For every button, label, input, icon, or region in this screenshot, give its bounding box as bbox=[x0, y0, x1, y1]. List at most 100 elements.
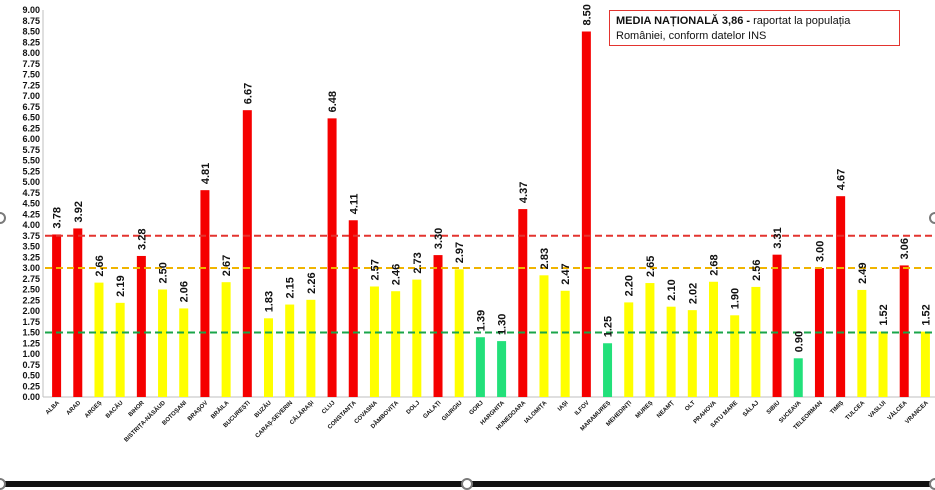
bar bbox=[115, 302, 125, 397]
resize-handle-bottom-right[interactable] bbox=[929, 478, 935, 490]
value-label: 4.37 bbox=[518, 182, 530, 203]
value-label: 0.90 bbox=[793, 331, 805, 352]
value-labels: 3.78 3.92 2.66 2.19 3.28 2.50 2.06 4.81 2.67 6.67… bbox=[52, 4, 933, 352]
bar bbox=[391, 291, 401, 397]
x-tick-label: BRAȘOV bbox=[187, 400, 209, 422]
note-text: raportat la populația României, conform … bbox=[616, 15, 851, 42]
value-label: 1.90 bbox=[730, 288, 742, 309]
y-tick-label: 0.50 bbox=[22, 371, 40, 381]
value-label: 3.06 bbox=[899, 238, 911, 259]
y-tick-label: 4.25 bbox=[22, 209, 40, 219]
bar bbox=[687, 310, 697, 397]
y-tick-label: 4.50 bbox=[22, 199, 40, 209]
x-tick-label: BUZĂU bbox=[253, 399, 273, 419]
x-tick-label: VASLUI bbox=[868, 400, 888, 420]
x-tick-label: IALOMIȚA bbox=[524, 400, 549, 425]
bar bbox=[560, 290, 570, 397]
bar bbox=[454, 269, 464, 397]
value-label: 3.00 bbox=[814, 241, 826, 262]
bar bbox=[242, 110, 252, 397]
resize-handle-right[interactable] bbox=[929, 212, 935, 224]
y-tick-label: 8.00 bbox=[22, 48, 40, 58]
bar bbox=[369, 286, 379, 397]
value-label: 2.06 bbox=[179, 281, 191, 302]
value-label: 2.66 bbox=[94, 255, 106, 276]
bar bbox=[581, 31, 591, 397]
y-tick-label: 3.75 bbox=[22, 231, 40, 241]
x-tick-label: OLT bbox=[684, 400, 697, 413]
bar bbox=[179, 308, 189, 397]
y-tick-label: 2.75 bbox=[22, 274, 40, 284]
bar bbox=[327, 118, 337, 398]
y-axis: 0.000.250.500.751.001.251.501.752.002.25… bbox=[22, 5, 935, 402]
bar bbox=[73, 228, 83, 397]
bar bbox=[603, 343, 613, 397]
x-tick-label: NEAMȚ bbox=[656, 400, 676, 420]
bar bbox=[539, 275, 549, 397]
x-tick-label: GIURGIU bbox=[441, 400, 463, 422]
y-tick-label: 7.50 bbox=[22, 70, 40, 80]
bar bbox=[94, 282, 104, 397]
y-tick-label: 0.75 bbox=[22, 360, 40, 370]
y-tick-label: 7.25 bbox=[22, 80, 40, 90]
bar bbox=[772, 254, 782, 397]
value-label: 2.47 bbox=[560, 263, 572, 284]
bar bbox=[285, 304, 295, 397]
x-tick-label: BIHOR bbox=[128, 400, 146, 418]
y-tick-label: 6.50 bbox=[22, 113, 40, 123]
value-label: 2.56 bbox=[751, 259, 763, 280]
value-label: 8.50 bbox=[581, 4, 593, 25]
bar bbox=[751, 286, 761, 397]
bar bbox=[709, 281, 718, 397]
value-label: 3.78 bbox=[52, 207, 64, 228]
bar bbox=[200, 190, 210, 397]
x-tick-label: TIMIȘ bbox=[830, 400, 846, 416]
value-label: 3.30 bbox=[433, 228, 445, 249]
value-label: 2.68 bbox=[709, 254, 721, 275]
x-tick-label: CLUJ bbox=[321, 400, 336, 415]
bar bbox=[306, 299, 316, 397]
value-label: 4.11 bbox=[348, 193, 360, 214]
y-tick-label: 5.50 bbox=[22, 156, 40, 166]
bar bbox=[920, 331, 930, 397]
y-tick-label: 8.50 bbox=[22, 27, 40, 37]
value-label: 1.30 bbox=[497, 314, 509, 335]
x-tick-label: BISTRIȚA-NĂSĂUD bbox=[123, 399, 168, 444]
bar bbox=[221, 282, 231, 397]
y-tick-label: 6.00 bbox=[22, 134, 40, 144]
resize-handle-bottom-center[interactable] bbox=[461, 478, 473, 490]
y-tick-label: 1.75 bbox=[22, 317, 40, 327]
bar bbox=[793, 358, 803, 397]
bars bbox=[52, 31, 930, 398]
value-label: 1.39 bbox=[475, 310, 487, 331]
value-label: 6.48 bbox=[327, 91, 339, 112]
x-tick-label: ALBA bbox=[45, 400, 61, 416]
value-label: 3.28 bbox=[136, 229, 148, 250]
bar bbox=[878, 331, 888, 397]
y-tick-label: 2.00 bbox=[22, 306, 40, 316]
bar bbox=[412, 279, 422, 397]
y-tick-label: 4.00 bbox=[22, 220, 40, 230]
x-tick-label: BRĂILA bbox=[210, 399, 231, 420]
value-label: 2.15 bbox=[285, 277, 297, 298]
value-label: 2.57 bbox=[369, 259, 381, 280]
value-label: 2.46 bbox=[391, 264, 403, 285]
bar bbox=[158, 289, 168, 397]
resize-handle-left[interactable] bbox=[0, 212, 6, 224]
x-tick-label: VÂLCEA bbox=[886, 399, 909, 422]
value-label: 1.52 bbox=[878, 304, 890, 325]
value-label: 2.73 bbox=[412, 252, 424, 273]
value-label: 2.02 bbox=[687, 283, 699, 304]
bar bbox=[52, 234, 62, 397]
x-tick-label: GALAȚI bbox=[422, 400, 442, 420]
y-tick-label: 5.00 bbox=[22, 177, 40, 187]
x-tick-label: BACĂU bbox=[104, 399, 124, 419]
value-label: 2.10 bbox=[666, 279, 678, 300]
y-tick-label: 7.75 bbox=[22, 59, 40, 69]
y-tick-label: 8.75 bbox=[22, 16, 40, 26]
x-tick-label: ILFOV bbox=[574, 400, 591, 417]
y-tick-label: 2.25 bbox=[22, 295, 40, 305]
y-tick-label: 8.25 bbox=[22, 37, 40, 47]
y-tick-label: 1.25 bbox=[22, 338, 40, 348]
